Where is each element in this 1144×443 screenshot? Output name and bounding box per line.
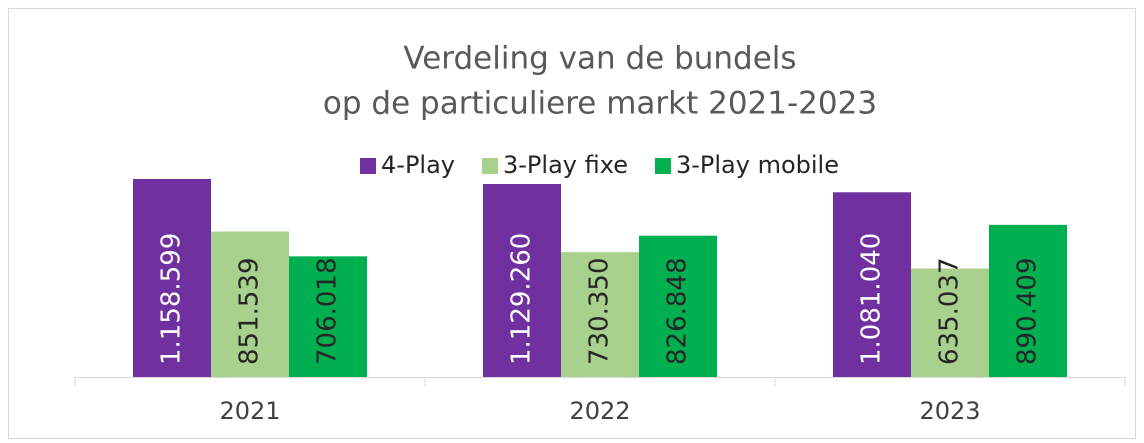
data-label: 890.409 (1013, 257, 1043, 365)
data-label: 851.539 (235, 257, 265, 365)
chart-title: op de particuliere markt 2021-2023 (323, 86, 877, 122)
data-label: 706.018 (313, 257, 343, 365)
bar (833, 192, 911, 377)
bar (211, 231, 289, 377)
legend-swatch (360, 158, 377, 174)
bar (133, 179, 211, 377)
bar (639, 235, 717, 377)
bar (911, 268, 989, 377)
data-label: 826.848 (663, 257, 693, 365)
bar (989, 224, 1067, 377)
legend-swatch (482, 158, 498, 174)
x-tick-label: 2021 (219, 397, 280, 425)
data-label: 1.081.040 (857, 233, 887, 365)
bar (289, 256, 367, 377)
bar (561, 252, 639, 377)
data-label: 1.129.260 (507, 233, 537, 365)
data-label: 730.350 (585, 257, 615, 365)
legend-label: 3-Play mobile (676, 151, 839, 179)
x-tick-label: 2022 (569, 397, 630, 425)
data-label: 635.037 (935, 257, 965, 365)
legend-swatch (654, 158, 671, 174)
legend-label: 4-Play (381, 151, 455, 179)
legend-label: 3-Play fixe (503, 151, 628, 179)
data-label: 1.158.599 (157, 233, 187, 365)
bar (483, 184, 561, 377)
chart-title: Verdeling van de bundels (403, 41, 796, 77)
x-tick-label: 2023 (919, 397, 980, 425)
